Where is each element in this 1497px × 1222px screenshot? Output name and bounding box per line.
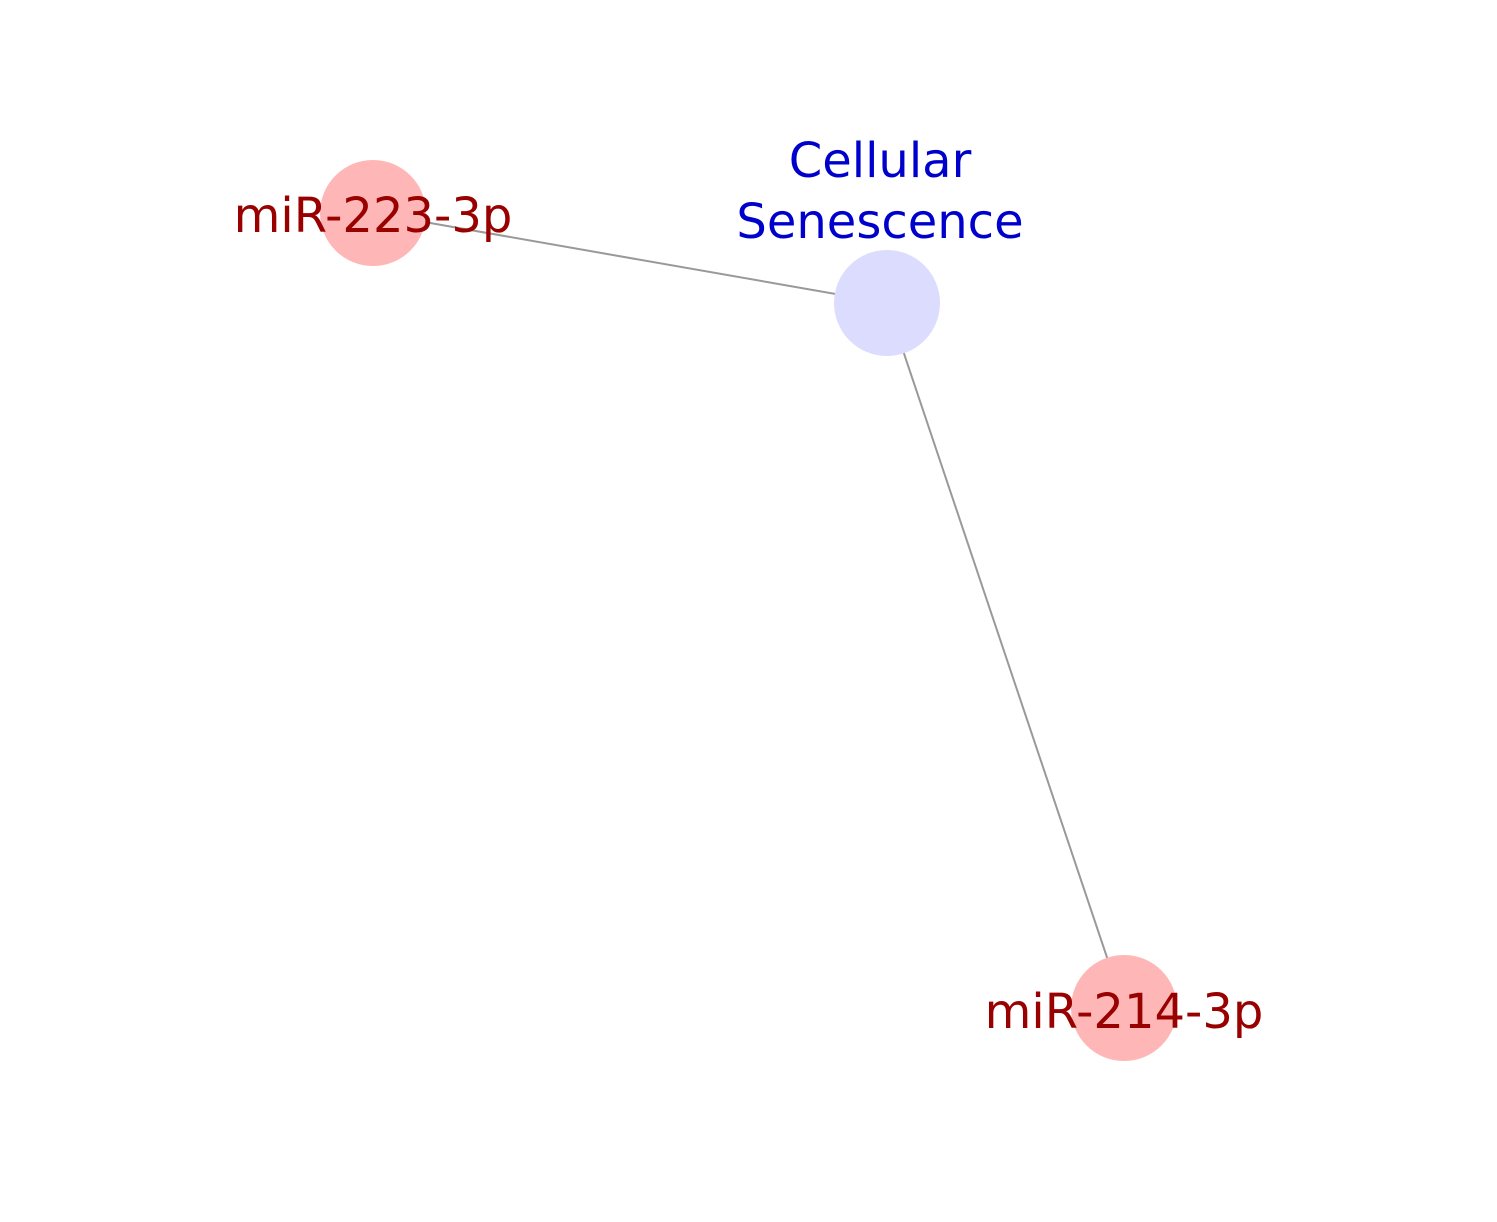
edge-mir-223-3p-to-cellular-senescence [372, 212, 888, 304]
node-cellular-senescence[interactable] [834, 250, 940, 356]
node-mir-223-3p[interactable] [320, 160, 426, 266]
label-cellular-senescence-line-2: Senescence [736, 194, 1023, 250]
edge-cellular-senescence-to-mir-214-3p [886, 302, 1125, 1009]
label-mir-223-3p: miR-223-3p [234, 188, 513, 244]
edges-layer [372, 212, 1125, 1009]
labels-layer: miR-223-3p Cellular Senescence miR-214-3… [234, 133, 1264, 1040]
label-mir-214-3p: miR-214-3p [985, 984, 1264, 1040]
node-mir-214-3p[interactable] [1071, 955, 1177, 1061]
label-cellular-senescence-line-1: Cellular [789, 133, 972, 189]
nodes-layer [320, 160, 1177, 1061]
